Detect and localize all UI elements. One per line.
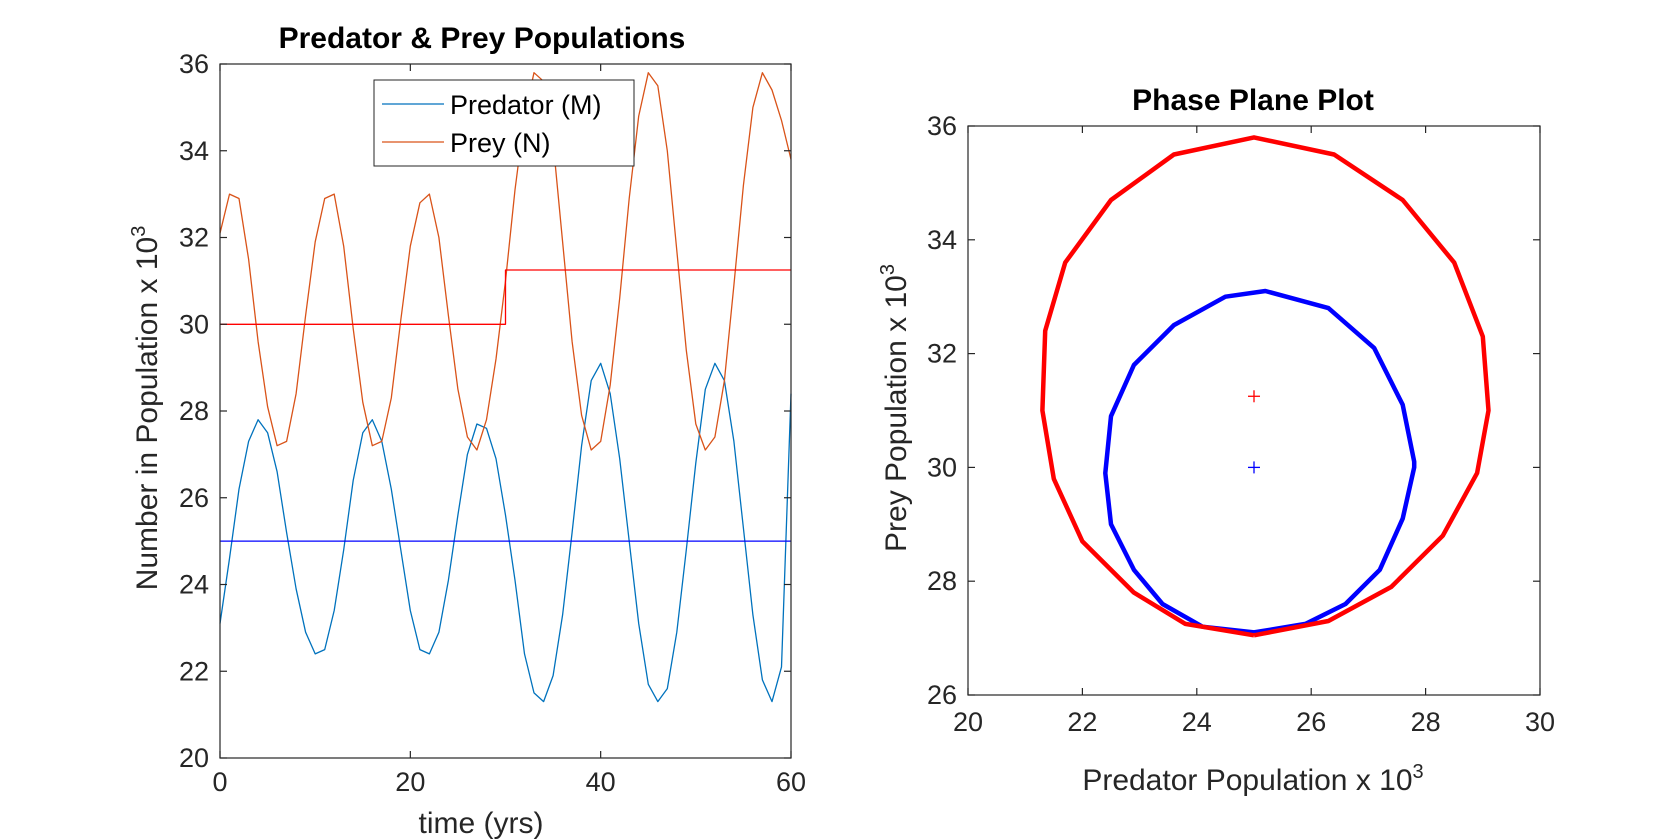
x-tick-label: 28 xyxy=(1411,707,1441,737)
y-tick-label: 32 xyxy=(927,339,957,369)
equilibrium-line xyxy=(220,269,791,325)
x-tick-label: 20 xyxy=(395,767,425,797)
y-tick-label: 36 xyxy=(927,111,957,141)
series-line-predator-m xyxy=(219,362,792,703)
equilibrium-marker xyxy=(1248,461,1260,474)
time-series-plot: Predator & Prey Populations 0 20 40 6020222… xyxy=(128,22,806,840)
phase-plane-plot: Phase Plane Plot 20 22 24 26 28 30 26 28 30 32 34 3… xyxy=(877,84,1555,797)
equilibrium-marker xyxy=(1248,390,1260,403)
y-axis-label: Prey Population x 103 xyxy=(877,264,913,552)
x-tick-label: 0 xyxy=(212,767,227,797)
y-tick-label: 24 xyxy=(179,570,209,600)
y-axis-label: Number in Population x 103 xyxy=(128,226,164,591)
chart-title: Phase Plane Plot xyxy=(1132,84,1374,117)
axes: 20 22 24 26 28 30 26 28 30 32 34 36 xyxy=(927,111,1555,737)
x-tick-label: 24 xyxy=(1182,707,1212,737)
y-tick-label: 32 xyxy=(179,223,209,253)
x-tick-label: 30 xyxy=(1525,707,1555,737)
plot-area xyxy=(219,72,792,703)
chart-title: Predator & Prey Populations xyxy=(279,22,686,55)
y-tick-label: 22 xyxy=(179,656,209,686)
legend-entry-prey: Prey (N) xyxy=(450,128,551,158)
phase-trajectory xyxy=(1040,135,1491,638)
x-tick-label: 40 xyxy=(586,767,616,797)
phase-trajectory xyxy=(1103,288,1417,635)
y-tick-label: 28 xyxy=(179,396,209,426)
x-tick-label: 22 xyxy=(1067,707,1097,737)
x-axis-label: time (yrs) xyxy=(419,807,544,840)
x-tick-label: 26 xyxy=(1296,707,1326,737)
y-tick-label: 34 xyxy=(179,136,209,166)
y-tick-label: 30 xyxy=(927,452,957,482)
y-tick-label: 28 xyxy=(927,566,957,596)
y-tick-label: 30 xyxy=(179,309,209,339)
y-tick-label: 20 xyxy=(179,743,209,773)
legend: Predator (M) Prey (N) xyxy=(373,79,635,167)
legend-box xyxy=(373,79,635,167)
legend-entry-predator: Predator (M) xyxy=(450,90,602,120)
axes-box xyxy=(219,63,792,759)
plot-area xyxy=(1040,135,1491,638)
axes-box xyxy=(967,125,1541,696)
x-axis-label: Predator Population x 103 xyxy=(1082,761,1423,797)
y-tick-label: 36 xyxy=(179,49,209,79)
x-tick-label: 60 xyxy=(776,767,806,797)
y-tick-label: 26 xyxy=(927,680,957,710)
x-tick-label: 20 xyxy=(953,707,983,737)
y-tick-label: 26 xyxy=(179,483,209,513)
y-tick-label: 34 xyxy=(927,225,957,255)
